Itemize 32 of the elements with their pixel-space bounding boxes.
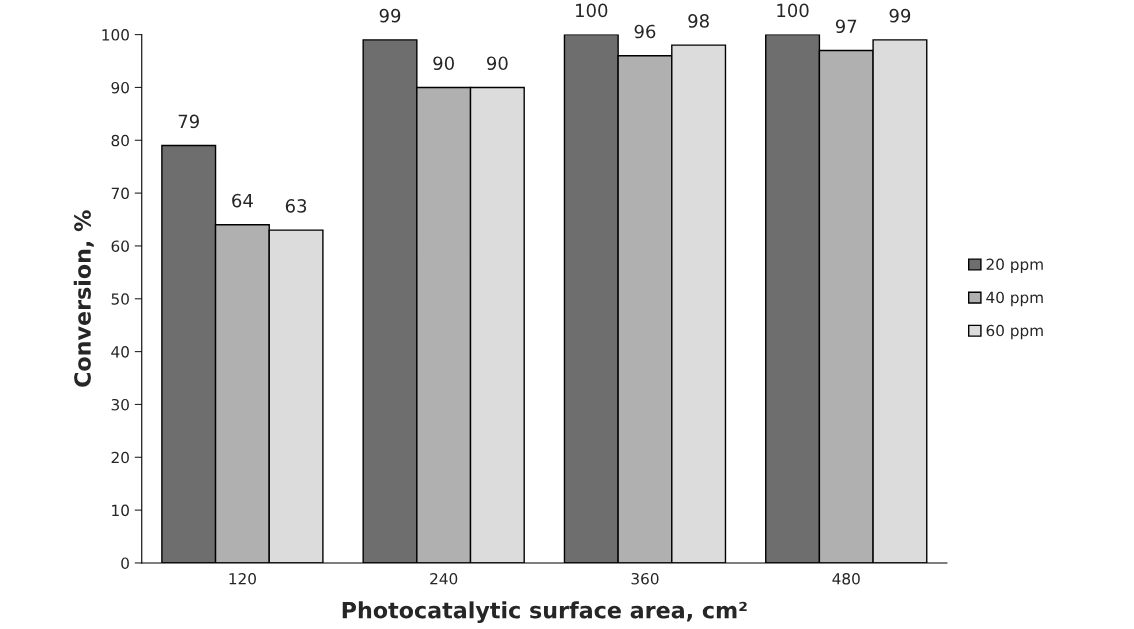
y-tick-label: 20 bbox=[111, 451, 129, 464]
data-label: 99 bbox=[889, 8, 911, 23]
y-axis-title: Conversion, % bbox=[73, 210, 94, 387]
x-tick-label: 240 bbox=[430, 572, 458, 585]
y-tick-label: 60 bbox=[111, 240, 129, 252]
x-tick-label: 480 bbox=[832, 572, 860, 585]
data-label: 79 bbox=[178, 114, 199, 129]
y-tick-label: 40 bbox=[111, 346, 129, 358]
legend-label: 60 ppm bbox=[986, 324, 1043, 340]
legend-label: 20 ppm bbox=[986, 258, 1043, 274]
y-tick-label: 90 bbox=[111, 81, 129, 94]
x-tick-label: 360 bbox=[631, 572, 659, 585]
x-tick-label: 120 bbox=[229, 572, 256, 585]
y-tick-label: 30 bbox=[111, 398, 129, 411]
data-label: 98 bbox=[688, 14, 709, 28]
legend-label: 40 ppm bbox=[986, 291, 1043, 307]
data-label: 64 bbox=[232, 193, 253, 208]
y-tick-label: 10 bbox=[112, 504, 129, 517]
x-axis-title: Photocatalytic surface area, cm² bbox=[342, 601, 747, 624]
y-tick-label: 0 bbox=[121, 557, 129, 569]
data-label: 96 bbox=[634, 24, 656, 39]
y-tick-label: 70 bbox=[111, 187, 129, 200]
data-label: 90 bbox=[433, 56, 454, 71]
data-label: 99 bbox=[379, 8, 401, 23]
y-tick-label: 50 bbox=[111, 293, 129, 305]
data-label: 100 bbox=[576, 3, 608, 18]
data-label: 90 bbox=[487, 56, 508, 71]
data-label: 63 bbox=[285, 199, 307, 213]
y-tick-label: 80 bbox=[111, 134, 129, 147]
y-tick-label: 100 bbox=[102, 29, 129, 41]
data-label: 100 bbox=[777, 3, 809, 18]
data-label: 97 bbox=[835, 19, 857, 34]
